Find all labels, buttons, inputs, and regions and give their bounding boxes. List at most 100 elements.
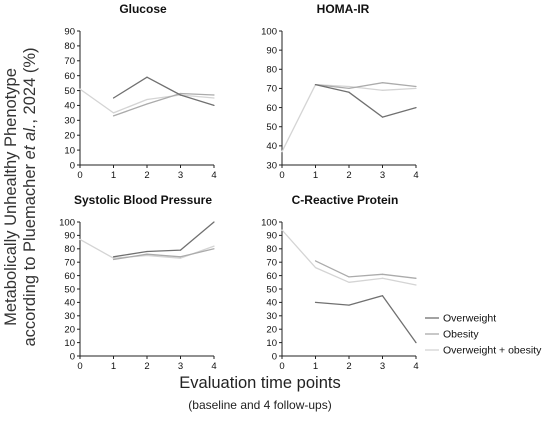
data-point-overweight-obesity — [179, 257, 182, 259]
y-tick-label: 80 — [266, 244, 277, 255]
data-point-obesity — [112, 258, 115, 261]
data-point-overweight — [415, 342, 417, 344]
legend-label-overweight: Overweight — [443, 313, 496, 325]
data-point-overweight — [314, 84, 317, 86]
data-point-overweight-obesity — [146, 254, 148, 257]
y-tick-label: 60 — [266, 103, 277, 114]
y-tick-label: 90 — [64, 26, 75, 37]
data-point-obesity — [348, 87, 350, 90]
series-line-obesity — [113, 92, 215, 117]
y-tick-label: 30 — [64, 116, 75, 127]
x-tick-label: 3 — [380, 170, 385, 181]
x-tick-label: 3 — [380, 361, 385, 372]
data-point-obesity — [415, 277, 417, 279]
series-line-overweight — [315, 83, 417, 118]
panel-title-homa-ir: HOMA-IR — [317, 2, 370, 16]
y-tick-label: 30 — [266, 160, 277, 171]
data-point-overweight-obesity — [146, 98, 148, 101]
y-tick-label: 10 — [64, 145, 75, 156]
x-tick-label: 0 — [77, 170, 82, 181]
data-point-obesity — [381, 82, 384, 84]
data-point-overweight-obesity — [281, 151, 283, 153]
y-tick-label: 0 — [272, 351, 277, 362]
y-tick-label: 20 — [64, 325, 75, 336]
data-point-overweight — [146, 250, 148, 253]
y-tick-label: 100 — [59, 217, 75, 228]
series-line-overweight — [113, 221, 215, 258]
data-point-overweight — [213, 221, 215, 223]
x-tick-label: 4 — [211, 170, 216, 181]
y-tick-label: 90 — [266, 231, 277, 242]
x-tick-label: 4 — [413, 361, 418, 372]
y-tick-label: 70 — [64, 56, 75, 67]
data-point-obesity — [348, 276, 350, 278]
x-tick-label: 3 — [178, 361, 183, 372]
y-tick-label: 100 — [261, 217, 277, 228]
series-line-obesity — [315, 82, 417, 90]
y-tick-label: 40 — [64, 101, 75, 112]
panel-title-c-reactive-protein: C-Reactive Protein — [292, 193, 399, 207]
legend: Overweight Obesity Overweight + obesity — [425, 313, 542, 357]
panel-glucose: Glucose 0 10 20 30 40 50 60 70 80 90 0 1 2 3 4 — [64, 2, 216, 181]
x-tick-label: 2 — [346, 361, 351, 372]
data-point-overweight — [415, 106, 417, 109]
data-point-obesity — [179, 256, 182, 258]
y-tick-label: 20 — [64, 131, 75, 142]
panel-c-reactive-protein: C-Reactive Protein0102030405060708090100… — [261, 193, 419, 372]
y-tick-label: 50 — [266, 284, 277, 295]
y-tick-label: 40 — [64, 298, 75, 309]
data-point-obesity — [415, 85, 417, 88]
data-point-overweight-obesity — [381, 89, 384, 91]
y-tick-label: 60 — [64, 71, 75, 82]
data-point-obesity — [146, 103, 148, 105]
data-point-overweight — [348, 304, 350, 306]
x-axis-subtitle: (baseline and 4 follow-ups) — [188, 398, 332, 412]
y-tick-label: 80 — [266, 65, 277, 76]
data-point-overweight — [381, 116, 384, 118]
x-tick-label: 0 — [279, 170, 284, 181]
data-point-overweight-obesity — [79, 238, 81, 241]
data-point-overweight-obesity — [79, 88, 81, 90]
y-tick-label: 50 — [64, 284, 75, 295]
x-tick-label: 4 — [211, 361, 216, 372]
x-tick-label: 4 — [413, 170, 418, 181]
data-point-overweight-obesity — [381, 277, 384, 279]
x-tick-label: 1 — [111, 170, 116, 181]
y-tick-label: 60 — [266, 271, 277, 282]
y-tick-label: 90 — [64, 231, 75, 242]
data-point-overweight-obesity — [314, 266, 317, 269]
data-point-overweight-obesity — [348, 85, 350, 88]
data-point-obesity — [213, 94, 215, 96]
y-tick-label: 10 — [266, 338, 277, 349]
legend-label-obesity: Obesity — [443, 329, 479, 341]
data-point-overweight-obesity — [112, 112, 115, 114]
y-tick-label: 50 — [64, 86, 75, 97]
data-point-obesity — [179, 92, 182, 95]
y-tick-label: 100 — [261, 26, 277, 37]
x-tick-label: 2 — [144, 361, 149, 372]
y-tick-label: 10 — [64, 338, 75, 349]
data-point-overweight — [112, 256, 115, 258]
data-point-overweight-obesity — [281, 229, 283, 231]
series-line-overweight-obesity — [79, 88, 215, 114]
y-tick-label: 80 — [64, 41, 75, 52]
y-tick-label: 0 — [70, 160, 75, 171]
y-tick-label: 80 — [64, 244, 75, 255]
data-point-obesity — [381, 273, 384, 275]
series-line-overweight-obesity — [281, 83, 417, 152]
x-tick-label: 0 — [279, 361, 284, 372]
y-tick-label: 90 — [266, 45, 277, 56]
x-tick-label: 2 — [346, 170, 351, 181]
data-point-obesity — [314, 260, 317, 262]
data-point-overweight — [348, 91, 350, 93]
data-point-overweight — [381, 295, 384, 297]
y-tick-label: 20 — [266, 325, 277, 336]
data-point-overweight — [179, 94, 182, 96]
panel-title-systolic-blood-pressure: Systolic Blood Pressure — [74, 193, 212, 207]
y-tick-label: 70 — [266, 84, 277, 95]
y-tick-label: 30 — [64, 311, 75, 322]
y-tick-label: 30 — [266, 311, 277, 322]
data-point-overweight — [112, 97, 115, 99]
x-tick-label: 0 — [77, 361, 82, 372]
